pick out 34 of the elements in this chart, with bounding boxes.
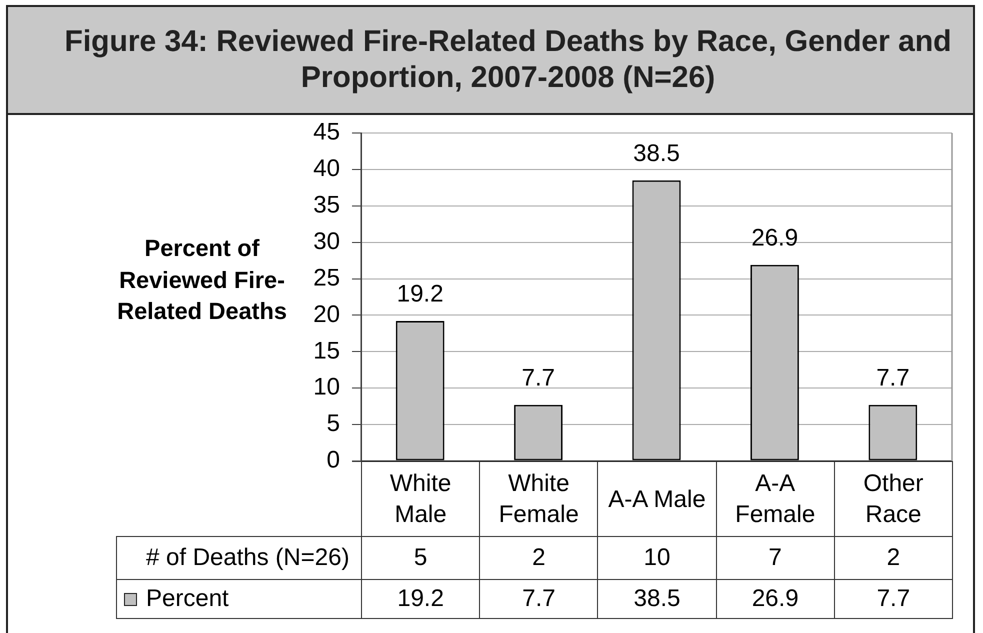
data-label: 26.9 (752, 585, 799, 613)
annotation: 26.9 (751, 224, 798, 252)
y-tick-label: 0 (326, 446, 340, 474)
chart-title: Figure 34: Reviewed Fire-Related Deaths by Race, Gender and Proportion, 2007-2008 (N=26) (64, 25, 952, 94)
y-tick-label: 5 (326, 410, 340, 438)
y-tick-label: 25 (313, 264, 340, 292)
y-tick-label: 45 (313, 118, 340, 146)
data-label: 7.7 (522, 585, 556, 613)
data-label: 38.5 (634, 585, 680, 613)
text: 2 (532, 544, 546, 572)
x-tick-label: Other Race (862, 469, 924, 530)
y-tick-label: 20 (313, 300, 340, 328)
y-axis-title: Percent of Reviewed Fire-Related Deaths (117, 235, 287, 324)
text: 5 (414, 544, 428, 572)
y-tick-label: 40 (313, 155, 340, 182)
y-tick-label: 30 (313, 228, 340, 255)
annotation: 19.2 (396, 280, 444, 308)
y-tick-label: 15 (313, 337, 340, 364)
y-tick-label: 35 (313, 192, 340, 219)
data-label: 7.7 (876, 585, 910, 613)
text: 2 (886, 544, 900, 572)
x-tick-label: White Female (498, 469, 580, 530)
y-tick-label: 10 (313, 374, 340, 401)
annotation: 7.7 (522, 364, 555, 392)
x-tick-label: White Male (388, 469, 452, 530)
x-tick-label: A-A Female (734, 469, 816, 530)
text: # of Deaths (N=26) (146, 544, 350, 572)
text: 7 (768, 544, 782, 572)
x-tick-label: A-A Male (608, 484, 706, 514)
data-label: 19.2 (397, 585, 444, 613)
legend-label: Percent (146, 585, 229, 613)
annotation: 38.5 (633, 140, 680, 168)
text: 10 (644, 544, 670, 572)
annotation: 7.7 (876, 364, 910, 392)
